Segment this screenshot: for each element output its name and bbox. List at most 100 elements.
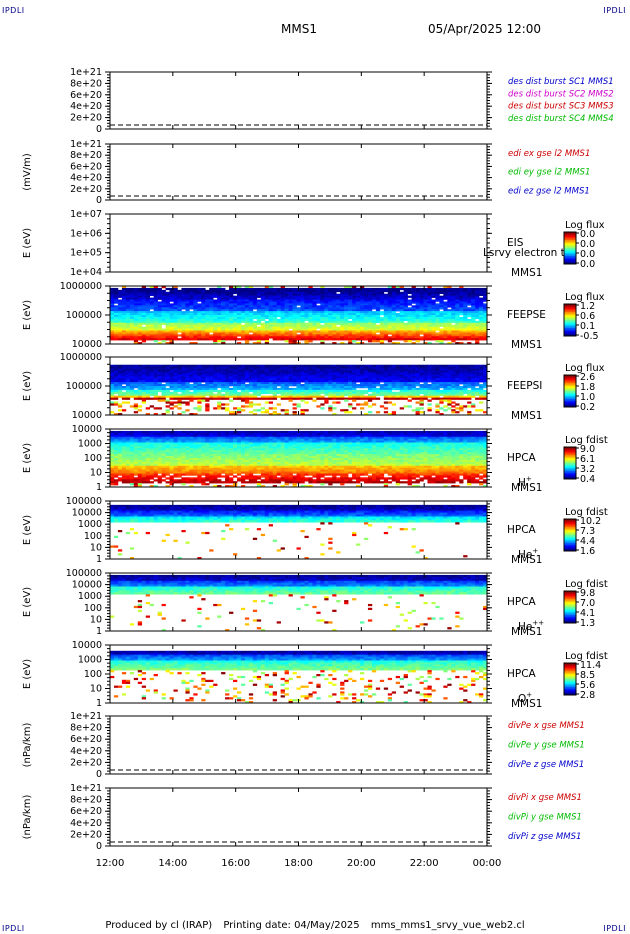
spectrogram-cell (293, 392, 297, 394)
spectrogram-cell (392, 336, 396, 338)
spectrogram-cell (189, 371, 193, 373)
spectrogram-cell (181, 388, 185, 390)
spectrogram-cell (122, 394, 126, 396)
spectrogram-cell (475, 338, 479, 340)
spectrogram-cell (451, 367, 455, 369)
spectrogram-cell (217, 392, 221, 394)
spectrogram-cell (126, 303, 130, 305)
spectrogram-cell (304, 372, 308, 374)
spectrogram-cell (356, 290, 360, 292)
spectrogram-cell (209, 330, 213, 332)
spectrogram-cell (221, 296, 225, 298)
spectrogram-cell (332, 407, 336, 409)
spectrogram-cell (344, 301, 348, 303)
spectrogram-cell (324, 315, 328, 317)
spectrogram-cell (400, 336, 404, 338)
spectrogram-cell (241, 336, 245, 338)
spectrogram-cell (170, 292, 174, 294)
spectrogram-cell (257, 301, 261, 303)
spectrogram-cell (340, 380, 344, 382)
spectrogram-cell (265, 388, 269, 390)
spectrogram-cell (435, 323, 439, 325)
spectrogram-cell (380, 290, 384, 292)
spectrogram-cell (463, 338, 467, 340)
spectrogram-cell (435, 365, 439, 367)
spectrogram-cell (209, 298, 213, 300)
spectrogram-cell (134, 384, 138, 386)
spectrogram-cell (142, 301, 146, 303)
spectrogram-cell (217, 401, 221, 403)
spectrogram-cell (435, 376, 439, 378)
spectrogram-cell (189, 334, 193, 336)
spectrogram-cell (340, 374, 344, 376)
spectrogram-cell (479, 409, 483, 411)
spectrogram-cell (324, 319, 328, 321)
spectrogram-cell (372, 288, 376, 290)
spectrogram-cell (110, 437, 114, 439)
spectrogram-cell (114, 481, 118, 483)
spectrogram-cell (467, 338, 471, 340)
spectrogram-cell (289, 307, 293, 309)
spectrogram-cell (277, 315, 281, 317)
spectrogram-cell (332, 392, 336, 394)
spectrogram-cell (166, 298, 170, 300)
spectrogram-cell (475, 313, 479, 315)
spectrogram-cell (166, 380, 170, 382)
spectrogram-cell (269, 332, 273, 334)
spectrogram-cell (134, 407, 138, 409)
spectrogram-cell (360, 372, 364, 374)
spectrogram-cell (122, 369, 126, 371)
spectrogram-cell (253, 305, 257, 307)
spectrogram-cell (269, 401, 273, 403)
spectrogram-cell (185, 403, 189, 405)
spectrogram-cell (427, 380, 431, 382)
spectrogram-cell (205, 294, 209, 296)
spectrogram-cell (245, 332, 249, 334)
spectrogram-cell (249, 390, 253, 392)
spectrogram-cell (173, 376, 177, 378)
spectrogram-cell (396, 329, 400, 331)
spectrogram-cell (110, 443, 114, 445)
spectrogram-cell (416, 372, 420, 374)
spectrogram-cell (368, 400, 372, 402)
spectrogram-cell (197, 400, 201, 402)
spectrogram-cell (209, 305, 213, 307)
spectrogram-cell (225, 394, 229, 396)
spectrogram-cell (328, 315, 332, 317)
spectrogram-cell (451, 327, 455, 329)
spectrogram-cell (201, 365, 205, 367)
spectrogram-cell (110, 300, 114, 302)
spectrogram-cell (221, 330, 225, 332)
spectrogram-cell (205, 307, 209, 309)
spectrogram-cell (304, 311, 308, 313)
spectrogram-cell (293, 325, 297, 327)
spectrogram-cell (181, 390, 185, 392)
spectrogram-cell (213, 303, 217, 305)
spectrogram-cell (340, 300, 344, 302)
spectrogram-cell (416, 369, 420, 371)
spectrogram-cell (150, 371, 154, 373)
spectrogram-cell (447, 327, 451, 329)
spectrogram-cell (471, 338, 475, 340)
spectrogram-cell (177, 365, 181, 367)
spectrogram-cell (281, 376, 285, 378)
spectrogram-cell (189, 288, 193, 290)
spectrogram-cell (217, 382, 221, 384)
spectrogram-cell (273, 321, 277, 323)
spectrogram-cell (475, 369, 479, 371)
spectrogram-cell (126, 468, 130, 470)
spectrogram-cell (237, 298, 241, 300)
spectrogram-cell (396, 336, 400, 338)
spectrogram-cell (451, 307, 455, 309)
spectrogram-cell (388, 398, 392, 400)
spectrogram-cell (479, 386, 483, 388)
spectrogram-cell (332, 367, 336, 369)
spectrogram-cell (257, 296, 261, 298)
spectrogram-cell (475, 290, 479, 292)
spectrogram-cell (368, 365, 372, 367)
spectrogram-cell (229, 294, 233, 296)
spectrogram-cell (241, 332, 245, 334)
spectrogram-cell (293, 336, 297, 338)
spectrogram-cell (455, 329, 459, 331)
spectrogram-cell (360, 394, 364, 396)
